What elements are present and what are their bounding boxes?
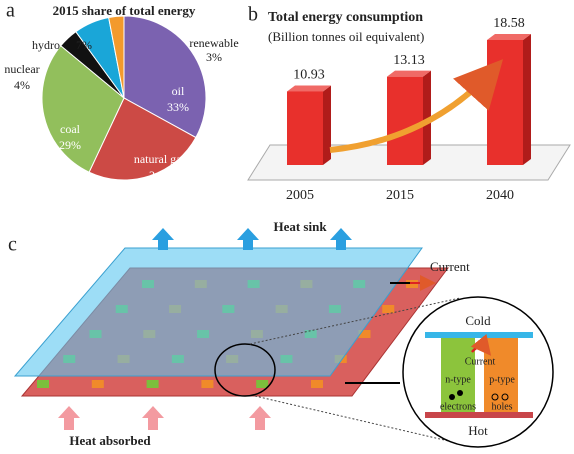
thermo-leg (256, 380, 269, 388)
pie-title: 2015 share of total energy (53, 3, 196, 18)
value-label: 13.13 (393, 53, 425, 68)
slice-name: oil (172, 84, 185, 98)
slice-value: 7% (76, 38, 92, 52)
slice-name: renewable (189, 36, 238, 50)
bar-title: Total energy consumption (268, 10, 423, 25)
inset-current-arrow (470, 334, 492, 356)
heat-absorbed-arrows (58, 406, 271, 430)
cold-label: Cold (465, 313, 491, 328)
bar-top (387, 70, 431, 77)
x-tick-label: 2040 (486, 188, 514, 203)
hot-label: Hot (468, 423, 488, 438)
slice-name: hydro (32, 38, 60, 52)
panel-label: a (6, 0, 15, 22)
thermo-leg (91, 380, 104, 388)
p-type-label: p-type (489, 374, 515, 385)
zoom-line (254, 395, 471, 447)
thermo-leg (382, 305, 395, 313)
trend-arrow (329, 59, 504, 153)
pie-slice (108, 15, 125, 99)
pie-slice (123, 15, 207, 139)
inset-current-label: Current (465, 356, 496, 367)
bar-top (287, 85, 331, 92)
heat-absorbed-label: Heat absorbed (69, 433, 151, 448)
bar-subtitle: (Billion tonnes oil equivalent) (268, 29, 424, 44)
value-label: 18.58 (493, 16, 525, 31)
current-label: Current (430, 259, 470, 274)
heat-sink-label: Heat sink (273, 219, 327, 234)
slice-name: natural gas (134, 152, 187, 166)
bar (387, 76, 423, 165)
n-type-label: n-type (445, 374, 471, 385)
slice-name: nuclear (4, 62, 39, 76)
slice-value: 3% (206, 50, 222, 64)
bar (287, 91, 323, 165)
slice-value: 4% (14, 78, 30, 92)
thermo-leg (146, 380, 159, 388)
heat-sink-arrows (152, 228, 352, 250)
bar-side (423, 70, 431, 165)
x-tick-label: 2005 (286, 188, 314, 203)
pie-slice (41, 45, 125, 173)
holes-label: holes (491, 401, 512, 412)
slice-value: 33% (167, 100, 189, 114)
hot-bar (425, 412, 533, 418)
cold-plate (13, 247, 423, 377)
pie-slice (88, 97, 197, 181)
slice-name: coal (60, 122, 81, 136)
cold-bar (425, 332, 533, 338)
x-tick-label: 2015 (386, 188, 414, 203)
panel-label: c (8, 234, 17, 256)
slice-value: 29% (59, 138, 81, 152)
slice-value: 24% (149, 168, 171, 182)
bar-side (323, 85, 331, 165)
holes (491, 393, 509, 401)
bar (487, 40, 523, 165)
bar-side (523, 34, 531, 165)
value-label: 10.93 (293, 68, 325, 83)
electrons-label: electrons (440, 401, 476, 412)
zoom-ellipse (214, 343, 276, 397)
thermo-leg (201, 380, 214, 388)
panel-label: b (248, 4, 258, 26)
n-leg (441, 338, 475, 412)
electrons (449, 390, 463, 400)
bar-top (487, 34, 531, 40)
thermo-leg (37, 380, 49, 388)
thermo-leg (358, 330, 371, 338)
thermo-leg (311, 380, 323, 388)
